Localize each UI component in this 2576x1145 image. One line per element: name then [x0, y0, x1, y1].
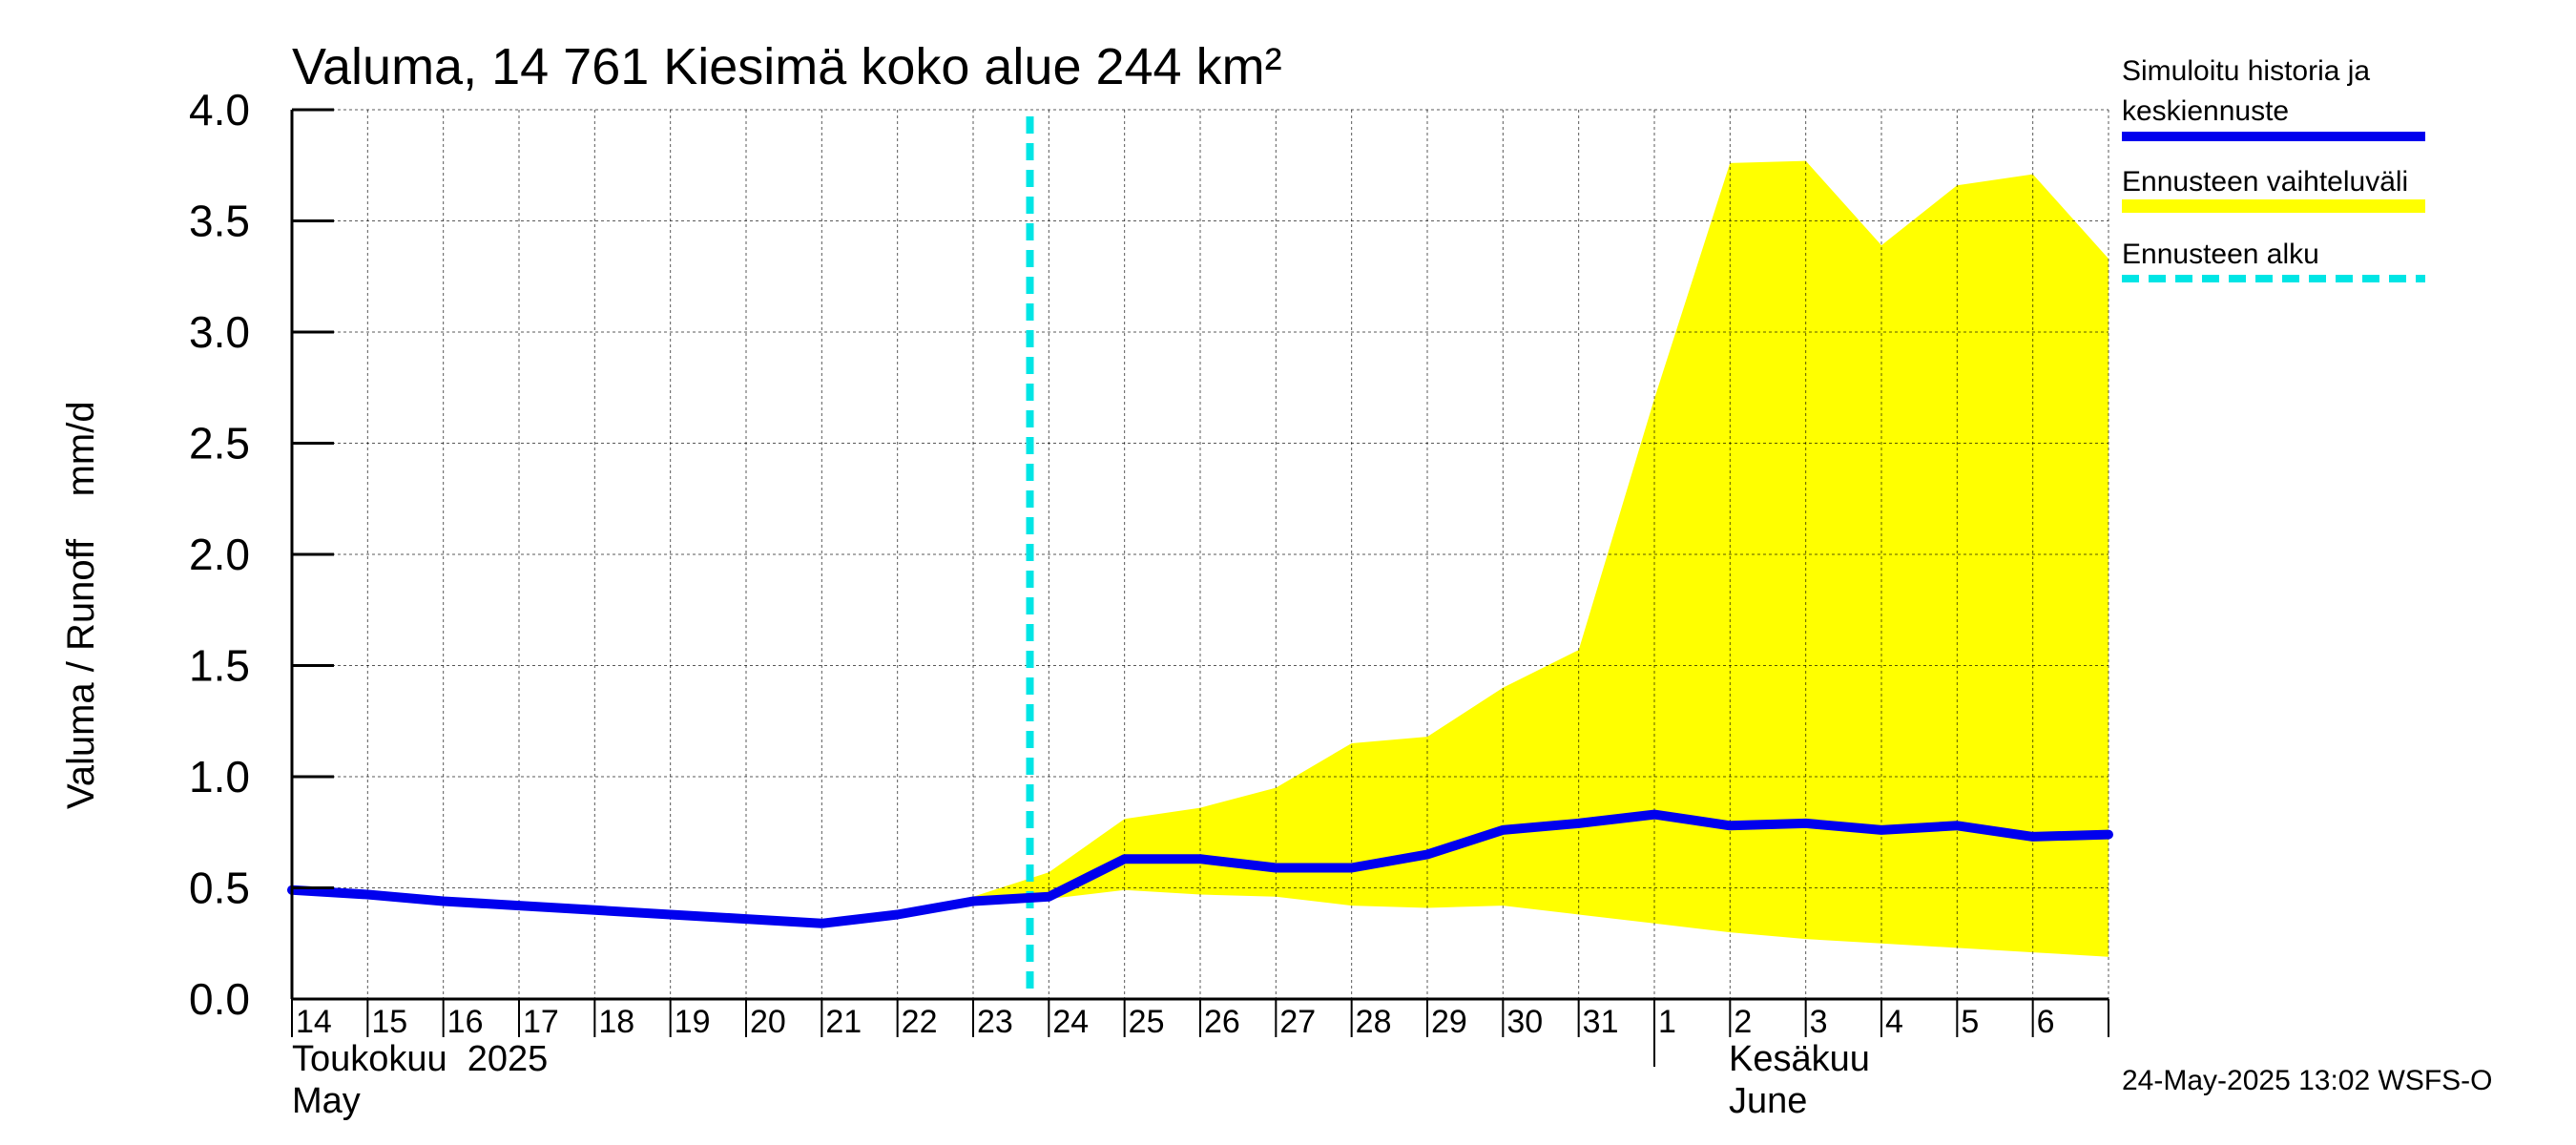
legend-label-median-line1: Simuloitu historia ja: [2122, 55, 2370, 87]
median-point: [972, 900, 974, 903]
median-point: [1502, 828, 1505, 831]
x-tick-label: 28: [1356, 1004, 1392, 1040]
axes: [290, 108, 2109, 1067]
median-point: [1048, 895, 1050, 898]
median-point: [442, 900, 445, 903]
legend-label-forecast-start: Ennusteen alku: [2122, 239, 2319, 270]
x-tick-label: 5: [1961, 1004, 1979, 1040]
legend: Simuloitu historia ja keskiennuste Ennus…: [2122, 55, 2425, 282]
x-tick-label: 15: [371, 1004, 407, 1040]
median-point: [518, 905, 520, 907]
y-tick-label: 3.5: [189, 197, 250, 246]
median-point: [821, 922, 823, 925]
median-point: [593, 908, 596, 911]
median-point: [1804, 822, 1807, 824]
median-point: [2108, 833, 2109, 836]
x-tick-labels: 14 15 16 17 18 19 20 21 22 23 24 25 26 27 28 29 30 31 1 2 3 4…: [296, 1004, 2055, 1040]
x-tick-label: 1: [1658, 1004, 1676, 1040]
median-point: [896, 913, 899, 916]
forecast-range-area: [973, 160, 2109, 957]
y-tick-labels: 0.0 0.5 1.0 1.5 2.0 2.5 3.0 3.5 4.0: [189, 85, 250, 1024]
y-tick-label: 0.5: [189, 864, 250, 913]
x-tick-label: 14: [296, 1004, 332, 1040]
x-tick-label: 2: [1734, 1004, 1752, 1040]
x-tick-label: 4: [1885, 1004, 1903, 1040]
x-tick-label: 20: [750, 1004, 786, 1040]
grid-lines: [292, 109, 2109, 1000]
x-tick-label: 19: [675, 1004, 711, 1040]
month-label-june-line1: Kesäkuu: [1729, 1039, 1870, 1079]
median-point: [1350, 866, 1353, 869]
median-point: [1577, 822, 1580, 824]
x-tick-label: 29: [1431, 1004, 1467, 1040]
median-point: [1426, 853, 1428, 856]
x-tick-label: 25: [1129, 1004, 1165, 1040]
median-line: [287, 809, 2113, 928]
y-tick-label: 1.0: [189, 752, 250, 802]
median-point: [1956, 824, 1959, 827]
legend-label-median-line2: keskiennuste: [2122, 95, 2289, 127]
timestamp: 24-May-2025 13:02 WSFS-O: [2122, 1065, 2493, 1096]
x-tick-label: 3: [1810, 1004, 1828, 1040]
forecast-range-band: [973, 160, 2109, 957]
x-tick-label: 26: [1204, 1004, 1240, 1040]
median-point: [1653, 813, 1655, 816]
y-axis-label: Valuma / Runoff mm/d: [60, 401, 102, 809]
month-label-may-line2: May: [292, 1081, 361, 1121]
x-tick-label: 17: [523, 1004, 559, 1040]
legend-label-range: Ennusteen vaihteluväli: [2122, 166, 2408, 198]
x-tick-label: 16: [447, 1004, 484, 1040]
x-tick-label: 6: [2037, 1004, 2055, 1040]
x-tick-label: 27: [1279, 1004, 1316, 1040]
median-point: [366, 893, 369, 896]
y-tick-label: 1.5: [189, 641, 250, 691]
median-point: [2031, 835, 2034, 838]
median-point: [1199, 858, 1201, 861]
median-point: [1275, 866, 1278, 869]
x-tick-label: 23: [977, 1004, 1013, 1040]
y-tick-label: 3.0: [189, 307, 250, 357]
chart-title: Valuma, 14 761 Kiesimä koko alue 244 km²: [292, 38, 1282, 95]
x-tick-label: 21: [825, 1004, 862, 1040]
median-point: [1880, 828, 1882, 831]
x-tick-label: 22: [902, 1004, 938, 1040]
y-tick-label: 2.5: [189, 419, 250, 468]
median-point: [1729, 824, 1732, 827]
x-tick-label: 30: [1506, 1004, 1543, 1040]
y-tick-label: 2.0: [189, 530, 250, 579]
median-point: [745, 918, 747, 921]
y-tick-label: 4.0: [189, 85, 250, 135]
x-tick-label: 24: [1052, 1004, 1089, 1040]
y-tick-label: 0.0: [189, 974, 250, 1024]
month-label-june-line2: June: [1729, 1081, 1807, 1121]
x-tick-label: 31: [1583, 1004, 1619, 1040]
median-point: [669, 913, 672, 916]
median-point: [1123, 858, 1126, 861]
month-label-may-line1: Toukokuu 2025: [292, 1039, 548, 1079]
x-tick-label: 18: [598, 1004, 634, 1040]
